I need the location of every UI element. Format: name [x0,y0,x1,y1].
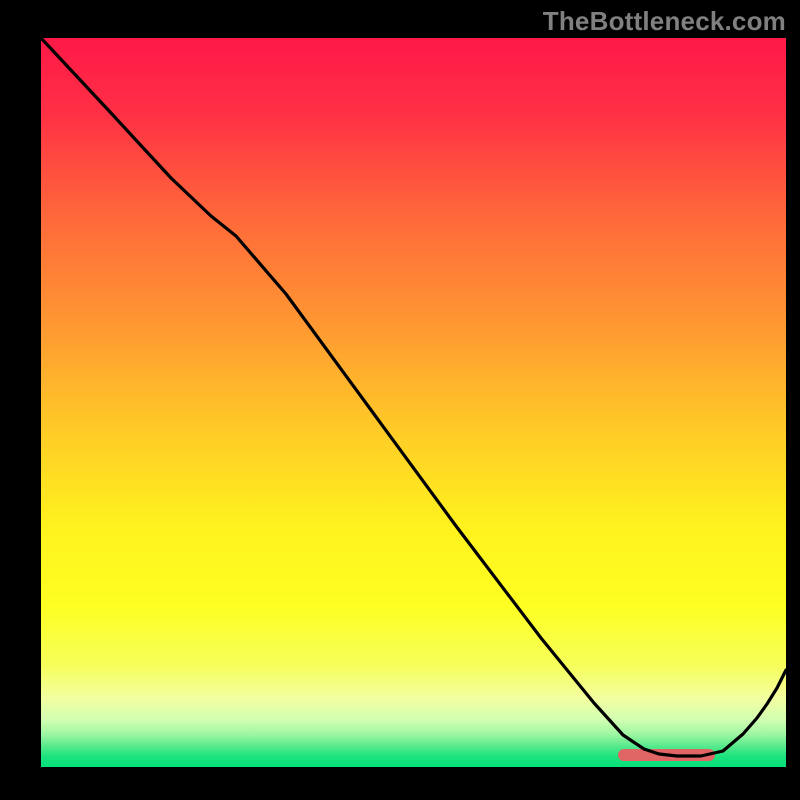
gradient-background [41,38,786,767]
chart-container: { "watermark": { "text": "TheBottleneck.… [0,0,800,800]
plot-area [41,38,786,767]
watermark-text: TheBottleneck.com [543,6,786,37]
chart-svg [41,38,786,767]
